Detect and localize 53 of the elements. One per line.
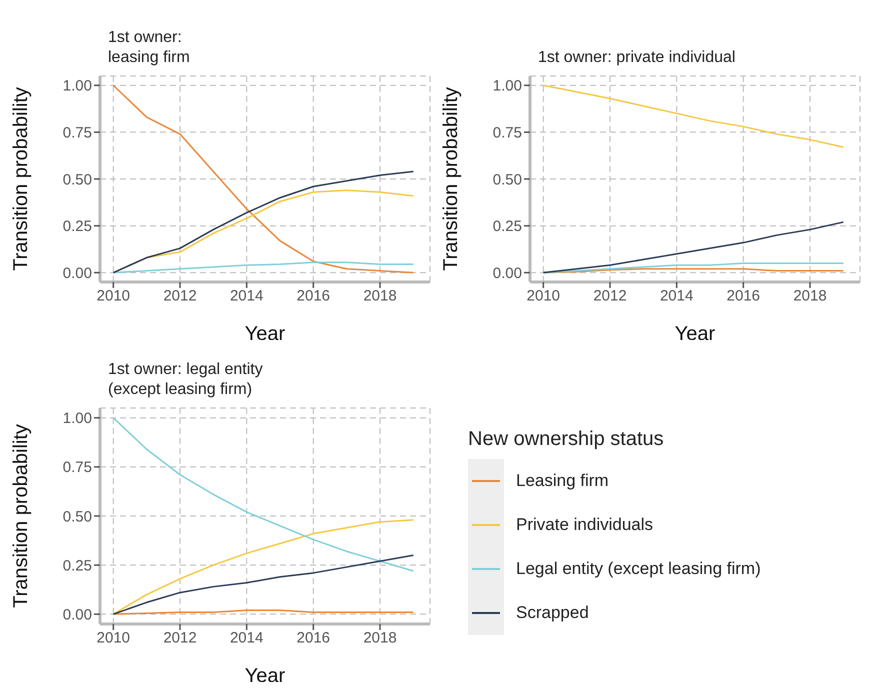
y-tick-label: 0.00 [492,264,522,282]
y-tick-label: 0.25 [492,218,522,236]
x-tick-label: 2014 [230,288,264,305]
x-tick-label: 2014 [230,630,264,647]
line-series [112,519,414,615]
x-axis-title: Year [674,323,716,345]
line-series [112,554,414,615]
legend-label: Private individuals [516,514,654,534]
chart-title: 1st owner: leasing firm [108,28,190,68]
x-tick-label: 2014 [660,288,694,305]
x-tick-label: 2010 [96,630,130,647]
y-tick-label: 0.50 [62,508,92,526]
y-tick-label: 1.00 [62,78,92,95]
x-tick-label: 2016 [296,630,330,647]
y-tick-label: 0.75 [492,124,522,142]
x-tick-label: 2012 [163,630,197,647]
line-series [112,262,414,274]
y-axis-title: Transition probability [440,87,462,271]
y-axis-title: Transition probability [10,424,32,608]
x-tick-label: 2018 [363,288,397,305]
y-tick-label: 0.75 [62,459,92,476]
y-tick-label: 0.25 [62,218,92,236]
legend-label: Leasing firm [516,470,609,490]
x-tick-label: 2010 [96,288,130,305]
x-tick-label: 2010 [526,288,560,305]
chart-title: 1st owner: legal entity (except leasing firm) [108,360,263,400]
y-tick-label: 0.50 [62,171,92,188]
line-series [112,417,414,572]
x-tick-label: 2012 [163,288,197,305]
y-axis-title: Transition probability [10,87,32,271]
x-axis-title: Year [244,323,286,345]
legend-title: New ownership status [468,428,665,450]
x-tick-label: 2018 [793,288,827,305]
line-series [542,84,844,148]
x-tick-label: 2012 [593,288,627,305]
legend-label: Legal entity (except leasing firm) [516,558,761,578]
x-tick-label: 2016 [726,288,760,305]
y-tick-label: 0.00 [62,264,92,282]
legend-label: Scrapped [516,602,589,622]
x-tick-label: 2016 [296,288,330,305]
x-axis-title: Year [244,665,286,687]
y-tick-label: 0.00 [62,606,92,624]
y-tick-label: 0.25 [62,557,92,574]
x-tick-label: 2018 [363,630,397,647]
y-tick-label: 0.75 [62,124,92,142]
line-series [542,262,844,274]
line-series [542,221,844,274]
y-tick-label: 1.00 [492,78,522,95]
chart-title: 1st owner: private individual [538,48,736,68]
line-series [112,84,414,274]
line-series [112,170,414,274]
y-tick-label: 1.00 [62,410,92,428]
y-tick-label: 0.50 [492,171,522,188]
